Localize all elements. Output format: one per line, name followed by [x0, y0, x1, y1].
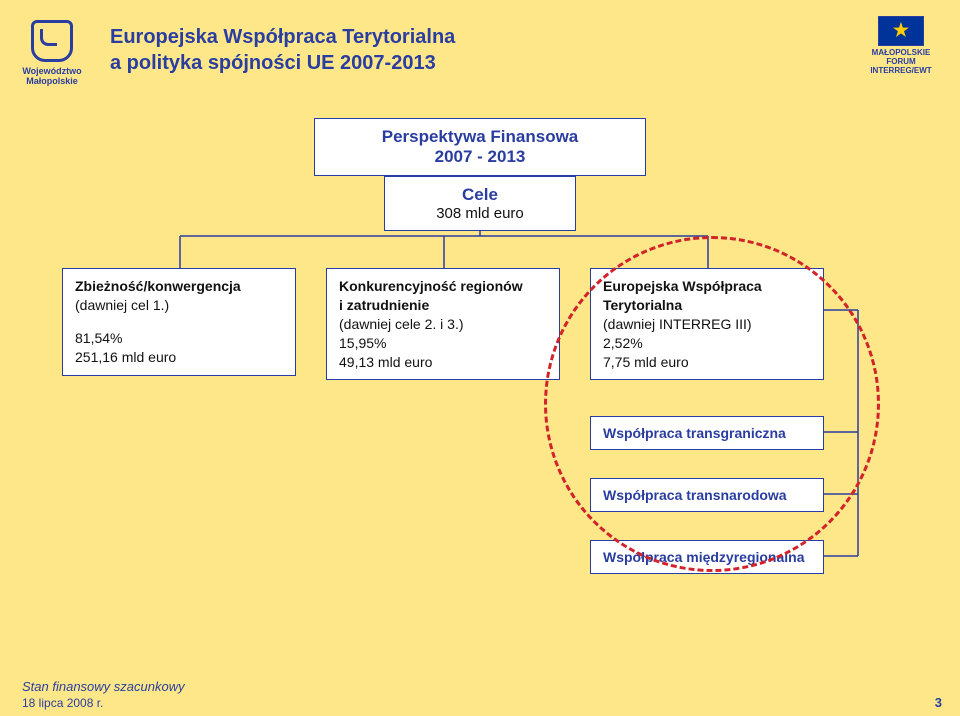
col1-l1: Zbieżność/konwergencja — [75, 277, 283, 296]
logo-right-line3: INTERREG/EWT — [856, 67, 946, 76]
footer-page: 3 — [935, 695, 942, 710]
perspective-line2: 2007 - 2013 — [327, 147, 633, 167]
logo-forum: ★ MAŁOPOLSKIE FORUM INTERREG/EWT — [856, 16, 946, 75]
footer-date: 18 lipca 2008 r. — [22, 696, 103, 710]
logo-malopolskie: Województwo Małopolskie — [12, 20, 92, 86]
logo-left-line1: Województwo — [12, 66, 92, 76]
eu-flag-icon: ★ — [878, 16, 924, 46]
highlight-circle — [544, 236, 880, 572]
box-cele: Cele 308 mld euro — [384, 176, 576, 231]
box-convergence: Zbieżność/konwergencja (dawniej cel 1.) … — [62, 268, 296, 376]
col1-l4: 81,54% — [75, 329, 283, 348]
col1-l2: (dawniej cel 1.) — [75, 296, 283, 315]
col2-l3: (dawniej cele 2. i 3.) — [339, 315, 547, 334]
cele-amount: 308 mld euro — [397, 205, 563, 222]
title-line2: a polityka spójności UE 2007-2013 — [110, 50, 455, 76]
title-line1: Europejska Współpraca Terytorialna — [110, 24, 455, 50]
box-perspective: Perspektywa Finansowa 2007 - 2013 — [314, 118, 646, 176]
emblem-icon — [31, 20, 73, 62]
col2-l5: 49,13 mld euro — [339, 353, 547, 372]
footer-note: Stan finansowy szacunkowy — [22, 679, 185, 694]
perspective-line1: Perspektywa Finansowa — [327, 127, 633, 147]
cele-label: Cele — [397, 185, 563, 205]
box-competitiveness: Konkurencyjność regionów i zatrudnienie … — [326, 268, 560, 380]
col2-l4: 15,95% — [339, 334, 547, 353]
logo-left-line2: Małopolskie — [12, 76, 92, 86]
col2-l1: Konkurencyjność regionów — [339, 277, 547, 296]
col1-spacer — [75, 315, 283, 329]
col2-l2: i zatrudnienie — [339, 296, 547, 315]
slide-title: Europejska Współpraca Terytorialna a pol… — [110, 24, 455, 76]
col1-l5: 251,16 mld euro — [75, 348, 283, 367]
